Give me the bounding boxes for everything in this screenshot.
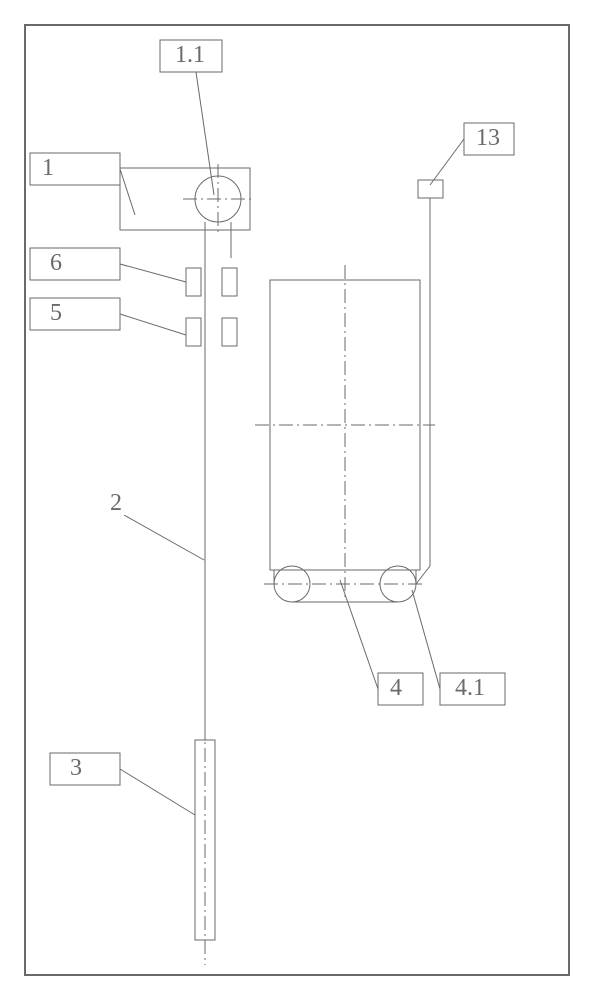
sensor-5-left bbox=[186, 318, 201, 346]
leader-6 bbox=[120, 264, 186, 282]
sensor-6-left bbox=[186, 268, 201, 296]
outer-frame bbox=[25, 25, 569, 975]
sensor-5-right bbox=[222, 318, 237, 346]
box-13 bbox=[418, 180, 443, 198]
label-6: 6 bbox=[50, 250, 62, 276]
leader-1_1 bbox=[196, 72, 214, 195]
label-4_1: 4.1 bbox=[455, 675, 485, 701]
leader-2 bbox=[124, 515, 204, 560]
label-1: 1 bbox=[42, 155, 54, 181]
leader-4_1 bbox=[412, 590, 440, 689]
sensor-6-right bbox=[222, 268, 237, 296]
label-3: 3 bbox=[70, 755, 82, 781]
label-5: 5 bbox=[50, 300, 62, 326]
leader-5 bbox=[120, 314, 186, 335]
label-4: 4 bbox=[390, 675, 402, 701]
leader-3 bbox=[120, 769, 195, 815]
label-1_1: 1.1 bbox=[175, 42, 205, 68]
label-box-5 bbox=[30, 298, 120, 330]
diagram-root: 1 2 3 4 5 6 13 1.1 4.1 bbox=[0, 0, 594, 1000]
leader-13 bbox=[430, 139, 464, 185]
leader-4 bbox=[340, 580, 378, 689]
label-13: 13 bbox=[476, 125, 500, 151]
label-box-6 bbox=[30, 248, 120, 280]
label-box-3 bbox=[50, 753, 120, 785]
leader-1 bbox=[120, 169, 135, 215]
label-2: 2 bbox=[110, 490, 122, 516]
